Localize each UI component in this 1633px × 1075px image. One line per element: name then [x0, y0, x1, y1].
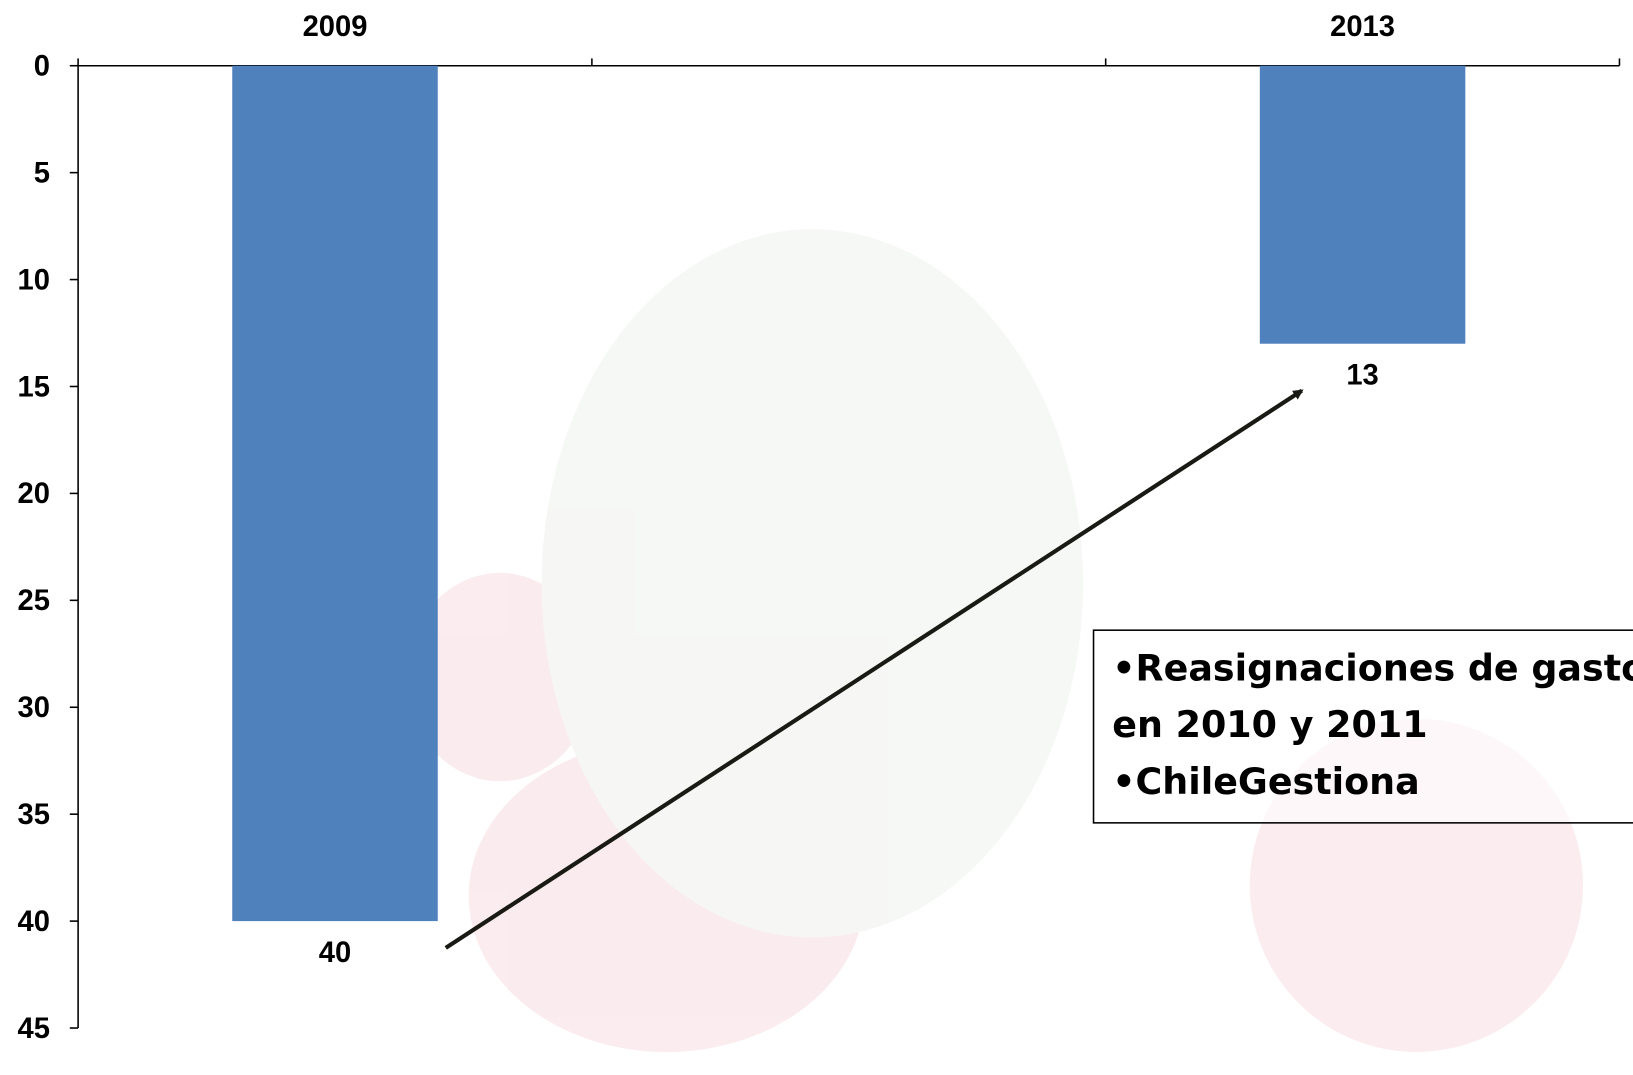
- y-tick-label: 40: [18, 906, 50, 938]
- trend-arrow: [444, 388, 1304, 950]
- y-tick-label: 20: [18, 478, 50, 510]
- y-tick-label: 15: [18, 371, 50, 403]
- data-label: 40: [319, 937, 351, 969]
- annotation-box: [1092, 629, 1633, 824]
- data-label: 13: [1346, 360, 1378, 392]
- bar: [1259, 65, 1466, 344]
- y-tick-label: 30: [18, 692, 50, 724]
- annotation-text: •ChileGestiona: [1112, 760, 1419, 803]
- annotation-text: en 2010 y 2011: [1112, 703, 1427, 746]
- x-tick-label: 2009: [303, 11, 368, 43]
- y-tick-label: 5: [34, 157, 50, 189]
- y-tick-label: 0: [34, 51, 50, 83]
- bar: [232, 65, 438, 922]
- annotation-text: •Reasignaciones de gasto: [1112, 646, 1633, 689]
- y-tick-label: 25: [18, 585, 50, 617]
- y-tick-label: 35: [18, 799, 50, 831]
- y-tick-label: 10: [18, 264, 50, 296]
- y-tick-label: 45: [18, 1013, 50, 1045]
- x-tick-label: 2013: [1330, 11, 1395, 43]
